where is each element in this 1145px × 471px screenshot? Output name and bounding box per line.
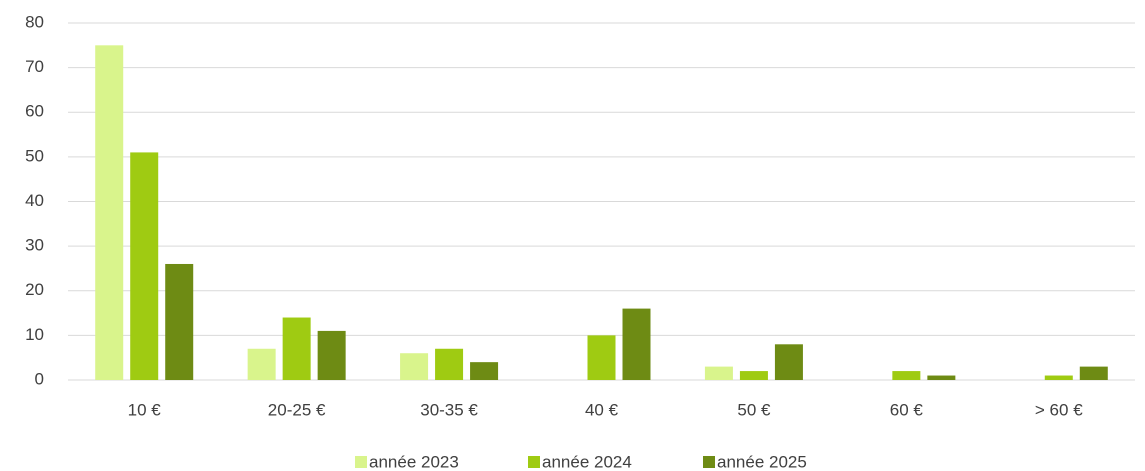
y-tick-label: 40 bbox=[25, 191, 44, 210]
bar bbox=[165, 263, 194, 380]
bar bbox=[927, 375, 956, 380]
x-tick-label: > 60 € bbox=[1035, 400, 1083, 419]
bar bbox=[892, 371, 921, 380]
y-tick-label: 80 bbox=[25, 12, 44, 31]
y-tick-label: 0 bbox=[35, 369, 44, 388]
legend-label: année 2024 bbox=[542, 452, 632, 471]
bar bbox=[317, 330, 346, 380]
bar bbox=[435, 348, 464, 380]
bar bbox=[622, 308, 651, 380]
bar bbox=[704, 366, 733, 380]
bar bbox=[470, 362, 499, 380]
bar bbox=[95, 45, 124, 380]
bar bbox=[130, 152, 159, 380]
legend-label: année 2023 bbox=[369, 452, 459, 471]
bar bbox=[1044, 375, 1073, 380]
bar bbox=[282, 317, 311, 380]
legend-label: année 2025 bbox=[717, 452, 807, 471]
y-tick-label: 10 bbox=[25, 325, 44, 344]
legend-swatch bbox=[355, 456, 367, 468]
x-tick-label: 40 € bbox=[585, 400, 619, 419]
bar bbox=[774, 344, 803, 380]
y-tick-label: 50 bbox=[25, 146, 44, 165]
y-tick-label: 30 bbox=[25, 236, 44, 255]
x-tick-label: 30-35 € bbox=[420, 400, 478, 419]
bar bbox=[247, 348, 276, 380]
y-tick-label: 70 bbox=[25, 57, 44, 76]
x-tick-label: 10 € bbox=[128, 400, 162, 419]
bar bbox=[1079, 366, 1108, 380]
x-tick-label: 50 € bbox=[737, 400, 771, 419]
x-tick-label: 60 € bbox=[890, 400, 924, 419]
y-tick-label: 20 bbox=[25, 280, 44, 299]
y-tick-label: 60 bbox=[25, 102, 44, 121]
legend-swatch bbox=[528, 456, 540, 468]
x-tick-label: 20-25 € bbox=[268, 400, 326, 419]
bar bbox=[739, 371, 768, 380]
bar bbox=[587, 335, 616, 380]
bar bbox=[400, 353, 429, 380]
legend-swatch bbox=[703, 456, 715, 468]
